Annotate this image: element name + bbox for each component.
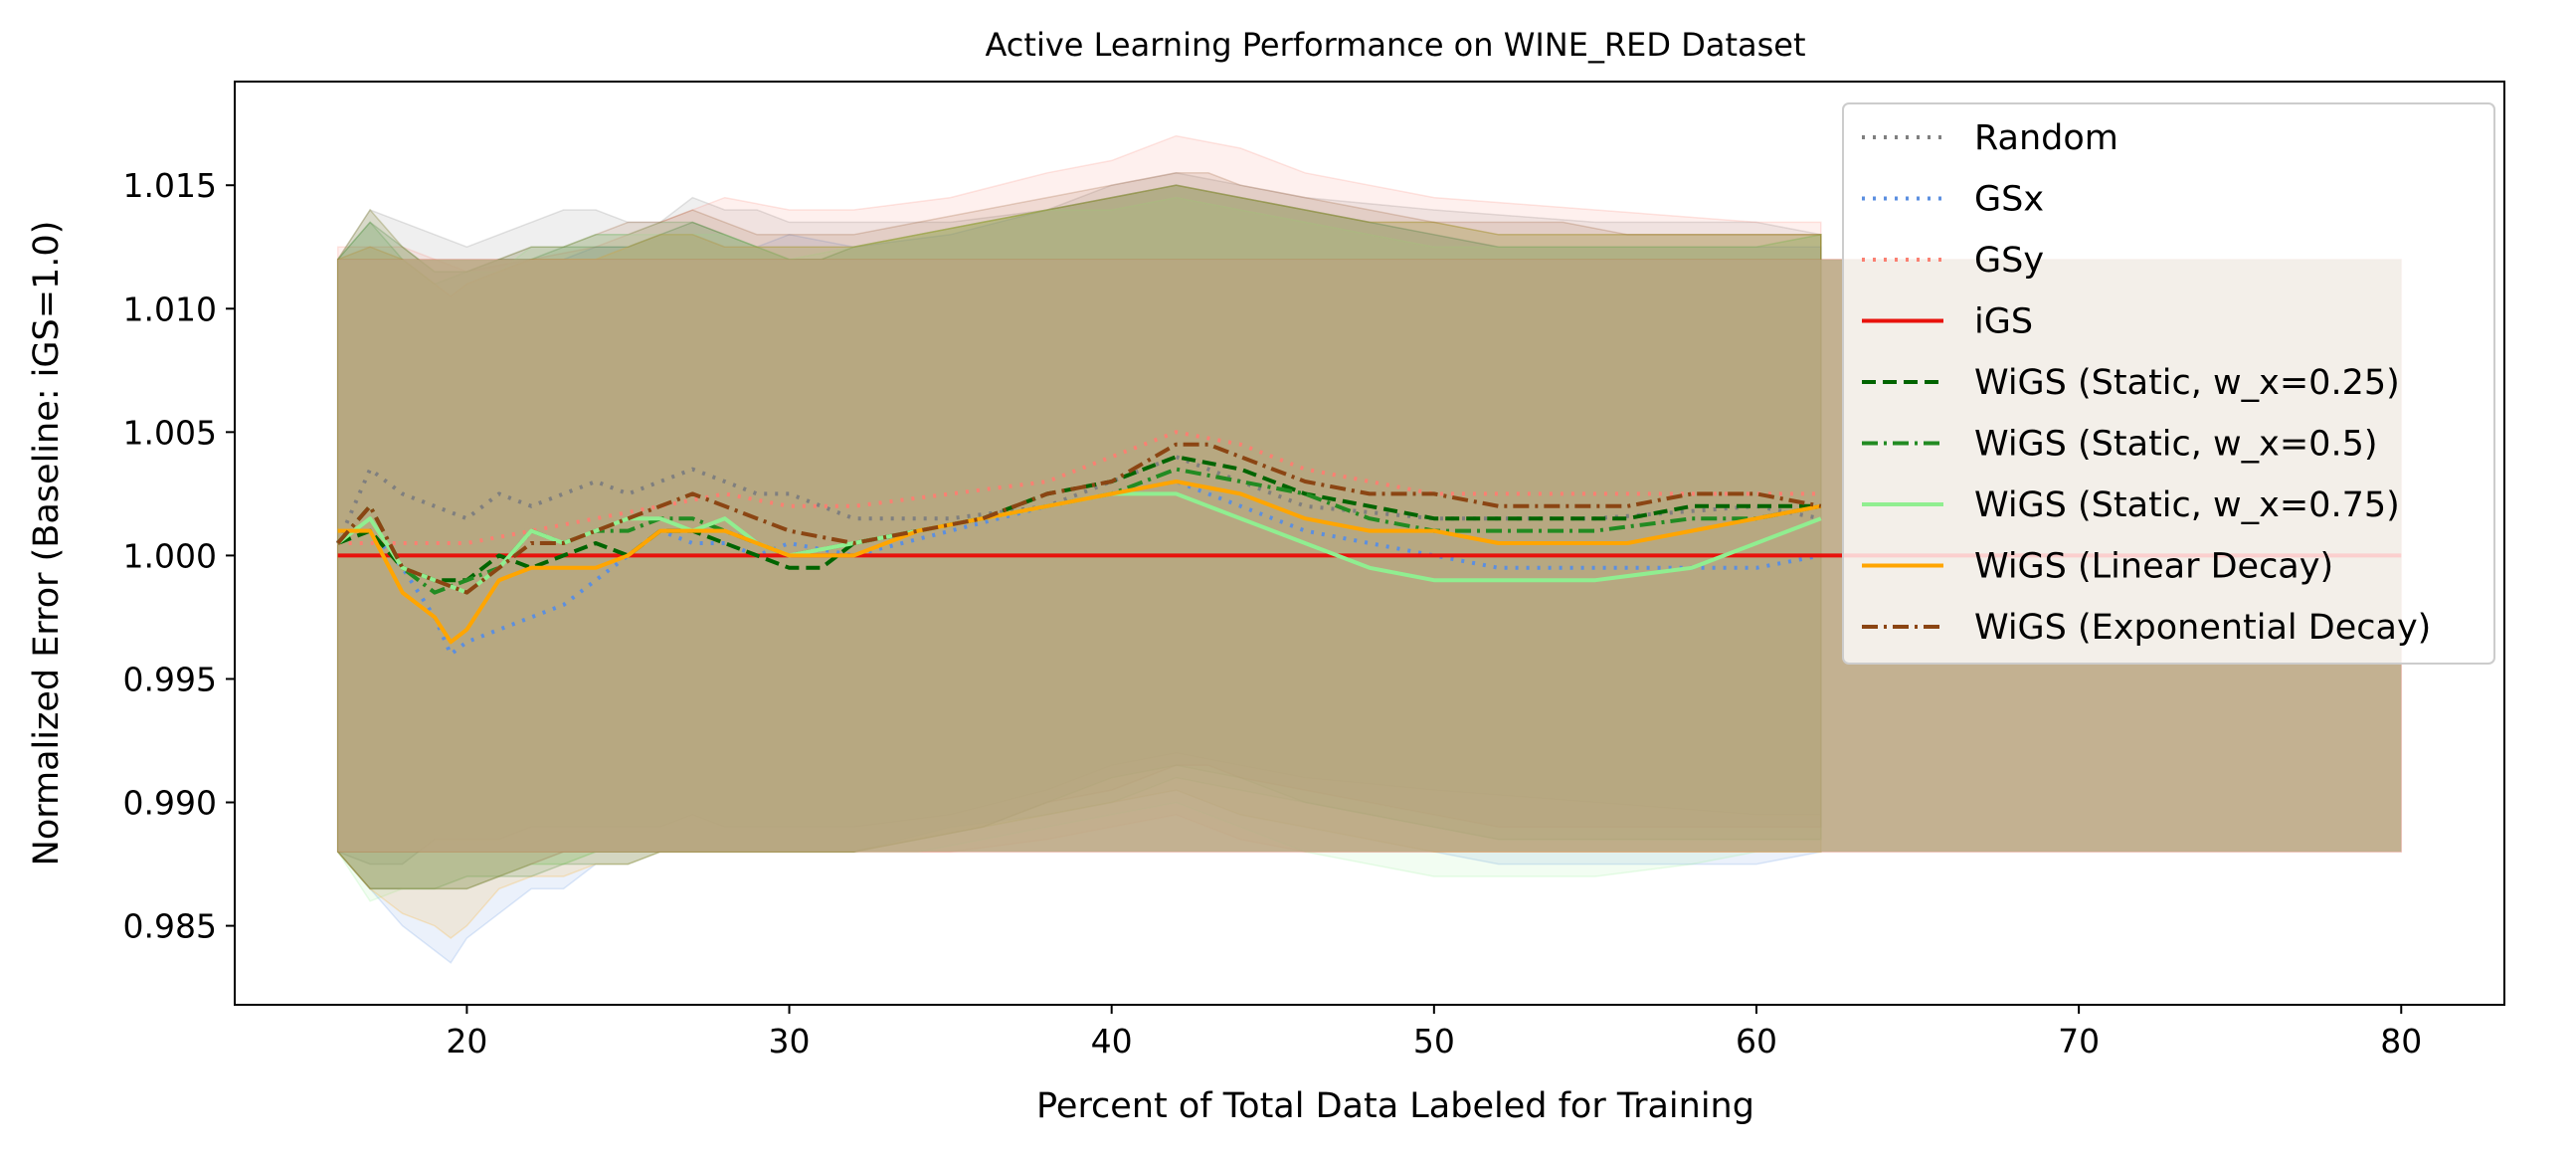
x-tick-label: 50 xyxy=(1413,1022,1455,1060)
y-axis-ticks: 0.985 0.990 0.995 1.000 1.005 1.010 1.015 xyxy=(123,166,235,946)
x-tick-label: 80 xyxy=(2380,1022,2422,1060)
legend-label: WiGS (Exponential Decay) xyxy=(1974,608,2431,648)
legend-label: WiGS (Static, w_x=0.5) xyxy=(1974,425,2378,465)
x-tick-label: 30 xyxy=(769,1022,811,1060)
x-tick-label: 40 xyxy=(1091,1022,1133,1060)
y-tick-label: 1.005 xyxy=(123,413,217,452)
y-tick-label: 1.010 xyxy=(123,289,217,328)
legend-label: WiGS (Linear Decay) xyxy=(1974,547,2333,587)
legend-box xyxy=(1842,102,2495,665)
legend-label: WiGS (Static, w_x=0.25) xyxy=(1974,363,2400,403)
legend-label: WiGS (Static, w_x=0.75) xyxy=(1974,485,2400,525)
legend-label: Random xyxy=(1974,118,2118,158)
plot-frame xyxy=(234,81,2505,1006)
x-axis-ticks: 20 30 40 50 60 70 80 xyxy=(446,1005,2422,1060)
legend-label: GSy xyxy=(1974,241,2044,281)
series-line-4 xyxy=(336,455,1821,583)
y-tick-label: 0.995 xyxy=(123,660,217,698)
legend-label: iGS xyxy=(1974,302,2033,342)
legend-label: GSx xyxy=(1974,180,2044,220)
y-tick-label: 0.990 xyxy=(123,784,217,823)
y-tick-label: 0.985 xyxy=(123,907,217,946)
y-tick-label: 1.000 xyxy=(123,536,217,575)
x-tick-label: 20 xyxy=(446,1022,487,1060)
series-line-0 xyxy=(335,455,1822,544)
y-tick-label: 1.015 xyxy=(123,166,217,205)
series-line-8 xyxy=(336,442,1822,595)
x-tick-label: 60 xyxy=(1736,1022,1777,1060)
chart-title: Active Learning Performance on WINE_RED … xyxy=(985,26,1805,64)
x-axis-label: Percent of Total Data Labeled for Traini… xyxy=(1036,1086,1754,1126)
series-line-7 xyxy=(337,480,1822,645)
y-axis-label: Normalized Error (Baseline: iGS=1.0) xyxy=(27,221,67,867)
legend: Random GSx GSy iGS WiGS (Static, w_x=0.25) Wi… xyxy=(1842,102,2495,665)
x-tick-label: 70 xyxy=(2058,1022,2100,1060)
